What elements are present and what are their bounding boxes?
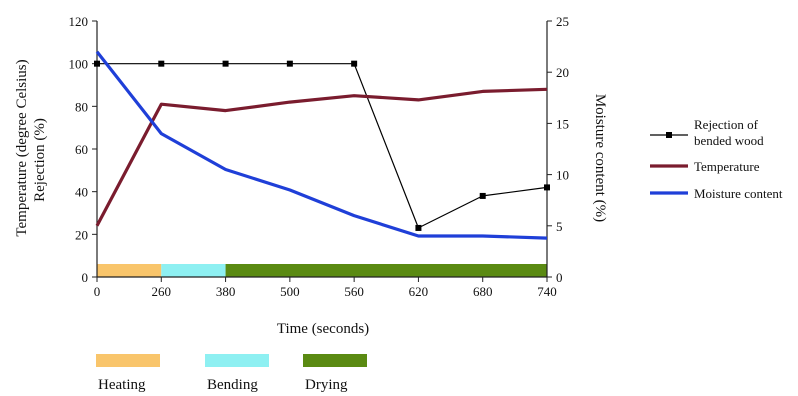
series-layer xyxy=(94,50,550,240)
right-axis-title: Moisture content (%) xyxy=(592,94,608,222)
data-point-rejection-of-bended-wood xyxy=(158,60,165,67)
legend-label-temperature: Temperature xyxy=(694,159,760,174)
phase-legend-swatch-heating xyxy=(96,354,160,367)
data-point-rejection-of-bended-wood xyxy=(544,184,550,191)
right-tick-label: 20 xyxy=(556,65,569,80)
phase-legend-swatch-drying xyxy=(303,354,367,367)
phase-legend-label-heating: Heating xyxy=(98,377,146,393)
phase-bars xyxy=(97,264,548,277)
right-tick-label: 0 xyxy=(556,270,563,285)
phase-legend-label-bending: Bending xyxy=(207,377,258,393)
phase-bar-bending xyxy=(161,264,226,277)
data-point-rejection-of-bended-wood xyxy=(351,60,358,67)
right-tick-label: 15 xyxy=(556,116,569,131)
left-tick-label: 20 xyxy=(75,227,88,242)
legend: Rejection of bended wood Temperature Moistu… xyxy=(650,117,783,201)
legend-label-moisture-content: Moisture content xyxy=(694,186,783,201)
axes: 0 20 40 60 80 100 120 0 5 10 15 20 25 0 260 380 500 560 62… xyxy=(69,14,570,299)
legend-label-rejection-of-bended-wood: Rejection of bended wood xyxy=(694,117,764,148)
right-tick-label: 25 xyxy=(556,14,569,29)
phase-legend-swatch-bending xyxy=(205,354,269,367)
x-tick-label: 740 xyxy=(537,284,557,299)
data-point-rejection-of-bended-wood xyxy=(222,60,229,67)
data-point-rejection-of-bended-wood xyxy=(94,60,100,67)
x-axis-title: Time (seconds) xyxy=(277,321,369,337)
left-tick-label: 100 xyxy=(69,57,89,72)
series-line-temperature xyxy=(95,87,548,227)
right-tick-label: 10 xyxy=(556,168,569,183)
x-tick-label: 260 xyxy=(152,284,172,299)
phase-legend: Heating Bending Drying xyxy=(96,354,367,393)
left-axis-title-2: Rejection (%) xyxy=(32,118,48,202)
legend-marker-rejection-of-bended-wood xyxy=(666,132,672,138)
x-tick-label: 0 xyxy=(94,284,101,299)
left-tick-label: 60 xyxy=(75,142,88,157)
x-tick-label: 380 xyxy=(216,284,236,299)
data-point-rejection-of-bended-wood xyxy=(286,60,293,67)
left-tick-label: 80 xyxy=(75,99,88,114)
phase-legend-label-drying: Drying xyxy=(305,377,348,393)
left-tick-label: 120 xyxy=(69,14,89,29)
x-tick-label: 620 xyxy=(409,284,429,299)
phase-bar-heating xyxy=(97,264,162,277)
phase-bar-drying xyxy=(225,264,548,277)
right-tick-label: 5 xyxy=(556,219,563,234)
data-point-rejection-of-bended-wood xyxy=(479,192,486,199)
x-tick-label: 500 xyxy=(280,284,300,299)
x-tick-label: 560 xyxy=(344,284,364,299)
series-line-rejection-of-bended-wood xyxy=(97,63,548,229)
left-tick-label: 40 xyxy=(75,185,88,200)
left-axis-title-1: Temperature (degree Celsius) xyxy=(14,59,30,236)
series-line-moisture-content xyxy=(95,50,548,240)
left-tick-label: 0 xyxy=(82,270,89,285)
data-point-rejection-of-bended-wood xyxy=(415,224,422,231)
x-tick-label: 680 xyxy=(473,284,493,299)
